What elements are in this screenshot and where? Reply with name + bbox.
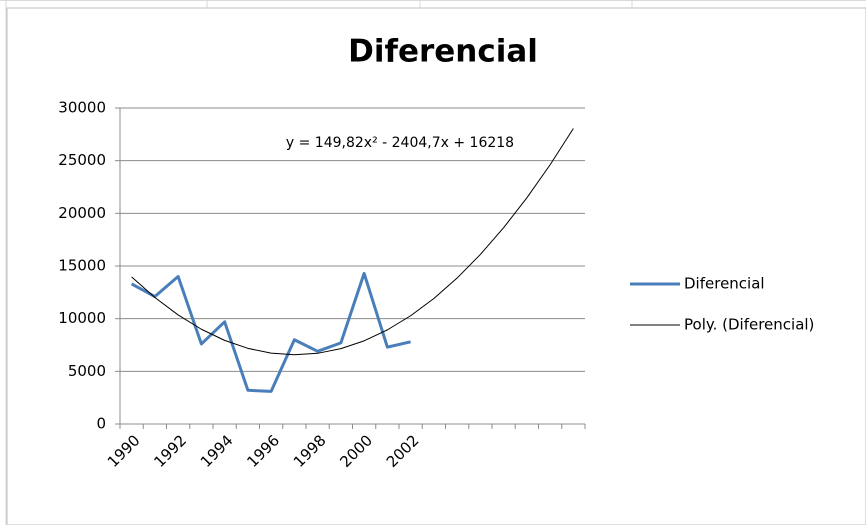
y-tick-label: 15000 [58,257,106,275]
y-tick-label: 0 [96,415,106,433]
y-tick-label: 20000 [58,204,106,222]
legend-label: Diferencial [684,275,765,293]
series-line [130,271,411,393]
series-line [131,128,574,356]
y-tick-label: 10000 [58,309,106,327]
chart-title: Diferencial [348,34,538,70]
y-tick-label: 5000 [68,362,106,380]
trendline-equation: y = 149,82x² - 2404,7x + 16218 [286,135,514,151]
y-tick-label: 25000 [58,151,106,169]
y-tick-label: 30000 [58,99,106,117]
legend-label: Poly. (Diferencial) [684,316,814,334]
